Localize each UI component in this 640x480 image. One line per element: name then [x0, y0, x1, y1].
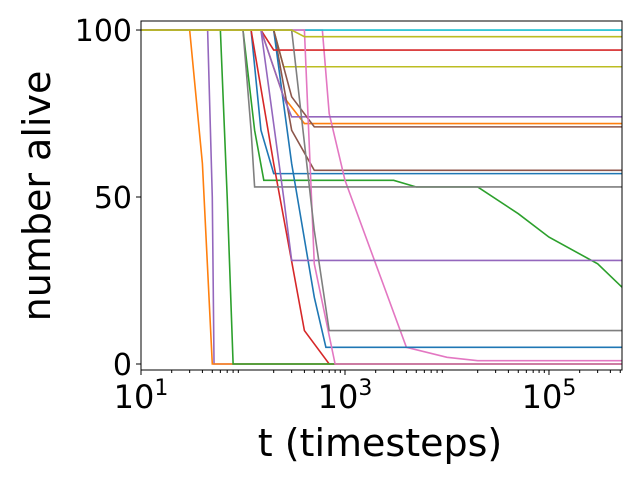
series-line: [141, 29, 622, 365]
y-tick-label: 0: [113, 348, 132, 383]
series-line: [141, 29, 622, 38]
series-line: [141, 29, 622, 51]
x-tick-label: 105: [522, 376, 577, 416]
series-line: [141, 29, 622, 125]
series-line: [141, 29, 622, 362]
series-line: [141, 29, 622, 128]
series-line: [141, 29, 622, 118]
x-tick-base: 10: [318, 378, 359, 416]
series-line: [141, 29, 622, 172]
x-tick-exponent: 3: [358, 376, 372, 401]
x-axis-label: t (timesteps): [258, 421, 502, 465]
x-tick-label: 101: [114, 376, 169, 416]
x-tick-base: 10: [114, 378, 155, 416]
y-tick-label: 50: [94, 181, 132, 216]
y-tick-label: 100: [75, 14, 132, 49]
plot-frame: [140, 20, 623, 371]
plot-area: [141, 29, 622, 365]
y-axis-label: number alive: [15, 71, 59, 322]
x-tick-label: 103: [318, 376, 373, 416]
x-tick-exponent: 5: [562, 376, 576, 401]
x-tick-base: 10: [522, 378, 563, 416]
series-line: [141, 29, 622, 188]
x-tick-exponent: 1: [154, 376, 168, 401]
series-line: [141, 29, 622, 175]
series-line: [141, 29, 622, 68]
